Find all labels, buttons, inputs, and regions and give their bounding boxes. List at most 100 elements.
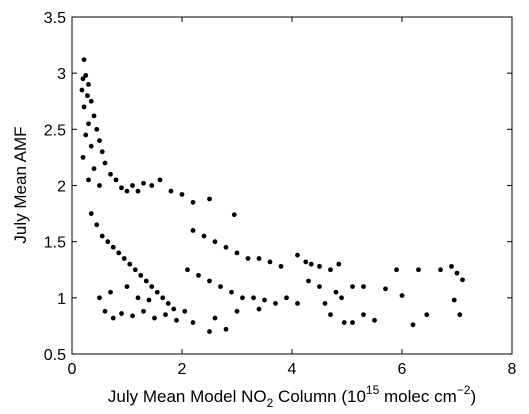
data-point bbox=[130, 313, 135, 319]
data-point bbox=[86, 82, 91, 87]
data-point bbox=[372, 317, 377, 323]
data-point bbox=[79, 87, 85, 93]
data-point bbox=[113, 177, 119, 183]
data-point bbox=[223, 244, 229, 250]
data-point bbox=[157, 177, 163, 183]
data-point bbox=[383, 286, 388, 292]
data-point bbox=[361, 284, 366, 289]
y-tick-label: 3.5 bbox=[44, 10, 66, 27]
data-points bbox=[79, 57, 465, 334]
x-label-main: July Mean Model NO bbox=[108, 387, 267, 406]
data-point bbox=[141, 180, 146, 186]
data-point bbox=[88, 211, 94, 216]
data-point bbox=[322, 301, 328, 306]
data-point bbox=[80, 155, 86, 160]
data-point bbox=[163, 312, 168, 318]
data-point bbox=[81, 104, 87, 110]
data-point bbox=[328, 267, 333, 273]
data-point bbox=[190, 320, 196, 325]
x-tick-label: 4 bbox=[288, 361, 297, 378]
data-point bbox=[278, 263, 284, 269]
data-point bbox=[86, 177, 91, 183]
data-point bbox=[179, 192, 185, 197]
data-point bbox=[160, 295, 166, 301]
plot-area bbox=[71, 16, 513, 355]
data-point bbox=[119, 311, 124, 316]
x-label-mid: Column (10 bbox=[273, 387, 366, 406]
data-point bbox=[454, 270, 460, 276]
data-point bbox=[102, 308, 108, 314]
axis-ticks: 0 2 4 6 8 0.5 1 1.5 2 2.5 3 3.5 bbox=[44, 10, 517, 378]
data-point bbox=[94, 126, 100, 132]
data-point bbox=[165, 301, 171, 306]
data-point bbox=[207, 196, 212, 202]
data-point bbox=[256, 306, 262, 312]
data-point bbox=[97, 138, 102, 143]
data-point bbox=[303, 259, 309, 265]
x-axis-label: July Mean Model NO2 Column (1015 molec c… bbox=[108, 383, 476, 410]
data-point bbox=[83, 132, 89, 138]
data-point bbox=[108, 171, 113, 177]
data-point bbox=[262, 297, 267, 303]
data-point bbox=[80, 76, 86, 82]
data-point bbox=[451, 297, 457, 303]
data-point bbox=[251, 295, 256, 301]
data-point bbox=[212, 315, 218, 321]
data-point bbox=[207, 329, 212, 334]
data-point bbox=[152, 315, 157, 321]
data-point bbox=[91, 113, 97, 119]
y-axis-label: July Mean AMF bbox=[11, 126, 30, 243]
x-tick-label: 2 bbox=[178, 361, 187, 378]
data-point bbox=[174, 317, 179, 323]
axes-box bbox=[71, 16, 513, 355]
data-point bbox=[438, 267, 443, 273]
data-point bbox=[127, 261, 133, 267]
data-point bbox=[317, 284, 322, 289]
data-point bbox=[116, 250, 122, 256]
data-point bbox=[424, 312, 430, 318]
y-tick-label: 1.5 bbox=[44, 235, 66, 252]
data-point bbox=[223, 326, 229, 332]
data-point bbox=[273, 301, 278, 306]
y-tick-label: 2 bbox=[57, 179, 66, 196]
data-point bbox=[185, 267, 190, 273]
data-point bbox=[341, 320, 347, 325]
data-point bbox=[88, 143, 94, 149]
data-point bbox=[110, 315, 116, 321]
data-point bbox=[119, 185, 124, 191]
data-point bbox=[350, 320, 355, 325]
x-tick-label: 6 bbox=[398, 361, 407, 378]
data-point bbox=[240, 295, 245, 301]
data-point bbox=[154, 289, 160, 295]
data-point bbox=[399, 293, 405, 298]
data-point bbox=[171, 306, 177, 312]
data-point bbox=[94, 222, 100, 228]
data-point bbox=[339, 295, 344, 301]
data-point bbox=[267, 259, 273, 265]
data-point bbox=[81, 57, 87, 63]
data-point bbox=[182, 308, 188, 314]
data-point bbox=[306, 278, 311, 284]
data-point bbox=[449, 263, 454, 269]
x-label-sub: 2 bbox=[267, 396, 274, 410]
data-point bbox=[231, 212, 237, 218]
data-point bbox=[295, 301, 300, 306]
data-point bbox=[361, 312, 366, 318]
y-tick-label: 0.5 bbox=[44, 347, 66, 364]
data-point bbox=[245, 256, 251, 261]
data-point bbox=[135, 295, 141, 301]
data-point bbox=[97, 295, 102, 301]
data-point bbox=[149, 183, 155, 188]
x-label-mid2: molec cm bbox=[379, 387, 456, 406]
x-tick-label: 0 bbox=[68, 361, 77, 378]
y-tick-label: 1 bbox=[57, 291, 66, 308]
data-point bbox=[132, 267, 138, 273]
x-label-sup1: 15 bbox=[366, 383, 380, 397]
data-point bbox=[110, 244, 116, 250]
data-point bbox=[135, 188, 141, 194]
data-point bbox=[124, 188, 130, 194]
data-point bbox=[143, 278, 149, 284]
data-point bbox=[234, 250, 240, 256]
data-point bbox=[317, 263, 322, 269]
data-point bbox=[328, 312, 333, 318]
